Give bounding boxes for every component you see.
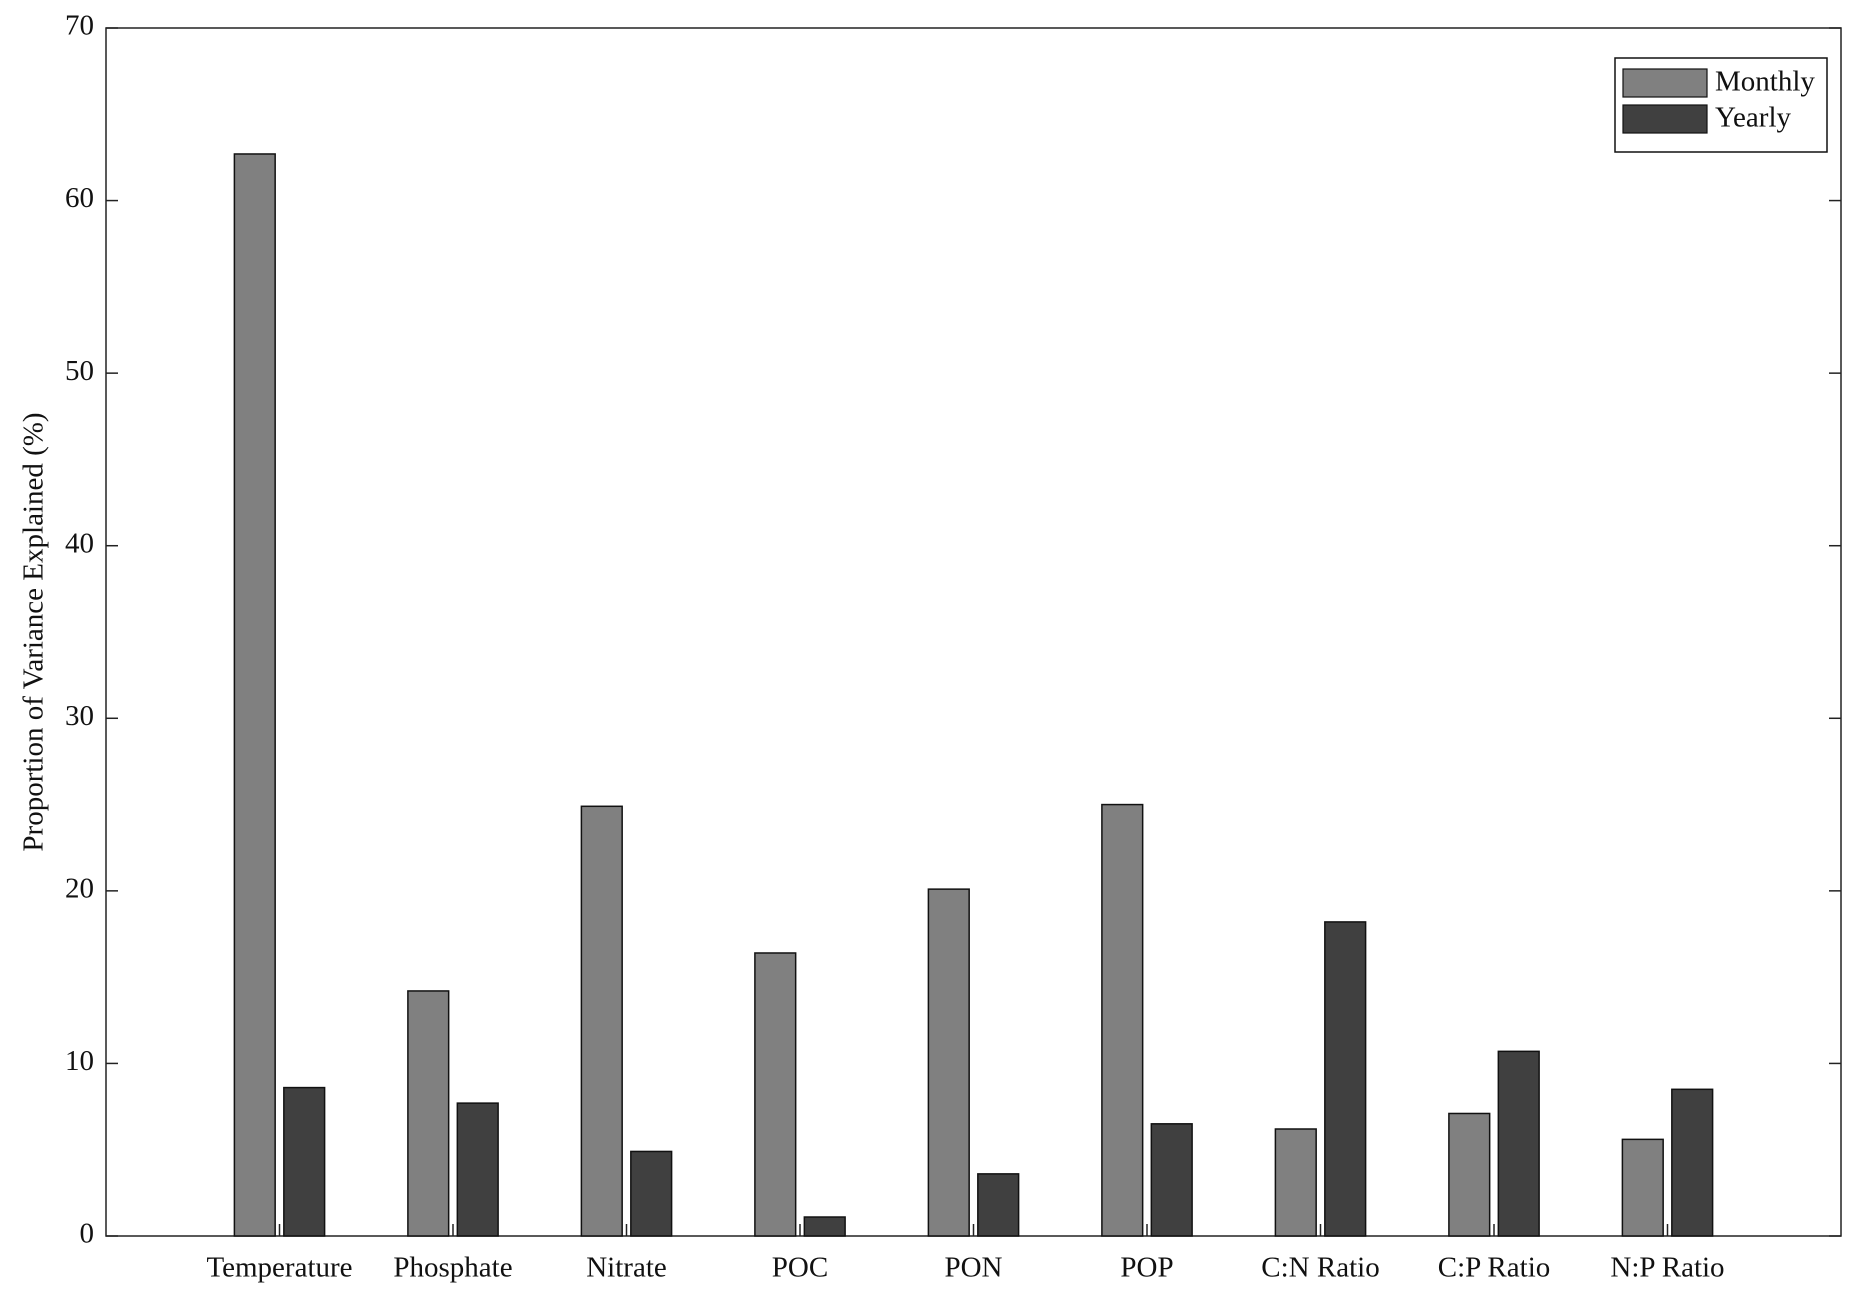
x-tick-label: C:N Ratio xyxy=(1261,1252,1379,1284)
bar xyxy=(1448,1112,1491,1237)
x-tick-label: POC xyxy=(772,1252,828,1284)
x-tick-label: C:P Ratio xyxy=(1438,1252,1551,1284)
y-tick-label: 0 xyxy=(80,1218,95,1250)
y-tick-label: 50 xyxy=(65,355,94,387)
bar xyxy=(456,1102,499,1237)
bar xyxy=(1101,803,1144,1237)
bar xyxy=(927,888,970,1237)
bar xyxy=(1324,921,1367,1237)
bar xyxy=(283,1086,326,1237)
bar xyxy=(233,153,276,1237)
y-tick-label: 60 xyxy=(65,182,94,214)
plot-frame xyxy=(105,27,1842,1237)
legend-swatch xyxy=(1622,104,1708,134)
bar xyxy=(1621,1138,1664,1237)
bar xyxy=(407,990,450,1237)
bar xyxy=(630,1150,673,1237)
y-tick-label: 70 xyxy=(65,10,94,42)
x-tick-label: Phosphate xyxy=(393,1252,512,1284)
y-tick-label: 10 xyxy=(65,1045,94,1077)
bar xyxy=(754,952,797,1237)
x-tick-label: N:P Ratio xyxy=(1610,1252,1724,1284)
y-axis-label: Proportion of Variance Explained (%) xyxy=(18,412,50,851)
y-tick-label: 20 xyxy=(65,873,94,905)
legend-label: Monthly xyxy=(1715,66,1815,98)
x-tick-label: Temperature xyxy=(206,1252,352,1284)
bar xyxy=(803,1216,846,1237)
bar xyxy=(1150,1123,1193,1237)
bar xyxy=(1671,1088,1714,1237)
y-tick-label: 40 xyxy=(65,527,94,559)
x-tick-label: POP xyxy=(1120,1252,1173,1284)
y-tick-label: 30 xyxy=(65,700,94,732)
bar xyxy=(977,1173,1020,1237)
bar xyxy=(1497,1050,1540,1237)
bar xyxy=(580,805,623,1237)
x-tick-label: Nitrate xyxy=(586,1252,667,1284)
bar xyxy=(1274,1128,1317,1237)
legend-swatch xyxy=(1622,68,1708,98)
x-tick-label: PON xyxy=(944,1252,1002,1284)
legend-label: Yearly xyxy=(1715,102,1791,134)
